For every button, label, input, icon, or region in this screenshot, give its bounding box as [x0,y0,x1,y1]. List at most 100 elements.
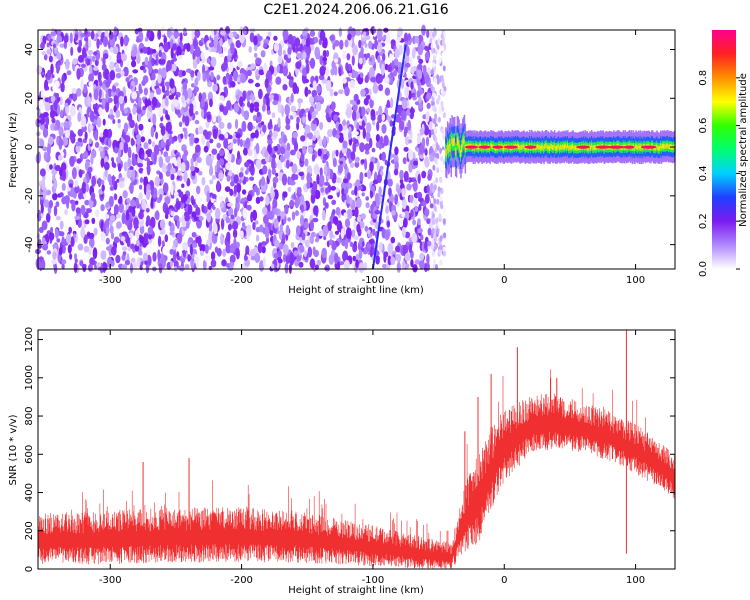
spectrogram-cell [433,184,437,191]
spectrogram-cell [40,211,44,218]
spectrogram-cell [161,102,165,108]
spectrogram-cell [232,70,239,82]
spectrogram-cell [192,243,198,248]
spectrogram-band-cell [474,146,476,151]
spectrogram-cell [105,214,110,219]
spectrogram-cell [187,254,191,262]
spectrogram-cell [170,184,174,196]
spectrogram-cell [53,205,58,217]
spectrogram-cell [196,185,201,195]
spectrogram-cell [338,132,345,143]
spectrogram-cell [378,105,383,116]
spectrogram-cell [187,204,193,215]
spectrogram-cell [87,49,94,56]
spectrogram-cell [244,161,250,168]
spectrogram-cell [419,127,425,136]
spectrogram-cell [248,46,252,53]
spectrogram-cell [258,69,265,76]
spectrogram-cell [266,110,271,115]
spectrogram-cell [381,151,387,162]
spectrogram-cell [94,141,100,148]
spectrogram-cell [410,66,415,74]
spectrogram-cell [433,106,437,113]
spectrogram-cell [195,167,200,173]
spectrogram-cell [176,232,183,244]
spectrogram-cell [262,165,268,175]
spectrogram-band-cell [657,145,659,151]
spectrogram-cell [426,184,430,194]
spectrogram-cell [82,264,87,273]
spectrogram-cell [437,116,441,123]
spectrogram-cell [254,220,259,225]
spectrogram-cell [173,239,178,247]
spectrogram-cell [263,214,269,225]
spectrogram-cell [299,245,305,253]
spectrogram-cell [370,116,376,121]
spectrogram-cell [127,158,132,167]
spectrogram-cell [153,153,157,162]
spectrogram-cell [53,99,58,111]
spectrogram-cell [166,121,172,134]
spectrogram-cell [386,99,390,109]
spectrogram-peak [595,145,611,149]
spectrogram-cell [151,141,156,148]
spectrogram-band-cell [591,143,593,149]
spectrogram-cell [250,132,256,139]
spectrogram-cell [97,71,102,82]
spectrogram-cell [352,44,358,56]
spectrogram-cell [302,51,307,60]
spectrogram-cell [286,142,291,152]
spectrogram-cell [89,257,95,266]
spectrogram-cell [364,43,368,48]
spectrogram-cell [46,49,52,55]
spectrogram-band-cell [563,145,566,151]
spectrogram-band-cell [632,143,635,149]
spectrogram-cell [282,65,288,77]
spectrogram-cell [181,95,186,104]
spectrogram-cell [102,118,106,126]
spectrogram-cell [381,124,387,134]
spectrogram-band-cell [589,144,591,150]
spectrogram-band-cell [553,145,555,150]
spectrogram-cell [439,235,443,242]
snr-panel: -300 -200 -100 0 100 0 200 400 600 800 1000 1200 H… [8,327,676,596]
spectrogram-cell [253,35,258,46]
spectrogram-cell [207,201,212,210]
spectrogram-cell [290,92,294,103]
spectrogram-cell [349,99,356,105]
spectrogram-cell [152,113,157,126]
spectrogram-cell [129,182,134,195]
spectrogram-cell [193,138,199,144]
spectrogram-cell [38,99,44,111]
spectrogram-cell [90,154,94,165]
spectrogram-cell [322,56,328,62]
spectrogram-cell [296,186,302,195]
spectrogram-band-cell [576,145,578,151]
spectrogram-cell [365,94,371,100]
spectrogram-cell [432,150,436,157]
spectrogram-cell [259,196,264,202]
spectrogram-cell [418,58,424,64]
spectrogram-cell [309,235,314,245]
spectrogram-cell [230,180,235,187]
spectrogram-cell [58,138,64,147]
spectrogram-cell [261,148,266,156]
spectrogram-cell [361,120,365,129]
spectrogram-cell [267,222,271,228]
spectrogram-cell [441,52,445,59]
spectrogram-cell [40,89,45,100]
spectrogram-cell [397,27,404,37]
spectrogram-cell [78,192,83,200]
spectrogram-cell [436,153,440,159]
spectrogram-cell [176,219,180,229]
spectrogram-cell [229,254,236,264]
spectrogram-cell [61,263,65,270]
spectrogram-cell [38,239,42,245]
spectrogram-cell [169,231,175,236]
spectrogram-cell [410,259,414,268]
spectrogram-cell [409,194,414,204]
spectrogram-cell [198,216,204,221]
spectrogram-cell [405,136,409,145]
spectrogram-band-cell [565,143,567,149]
